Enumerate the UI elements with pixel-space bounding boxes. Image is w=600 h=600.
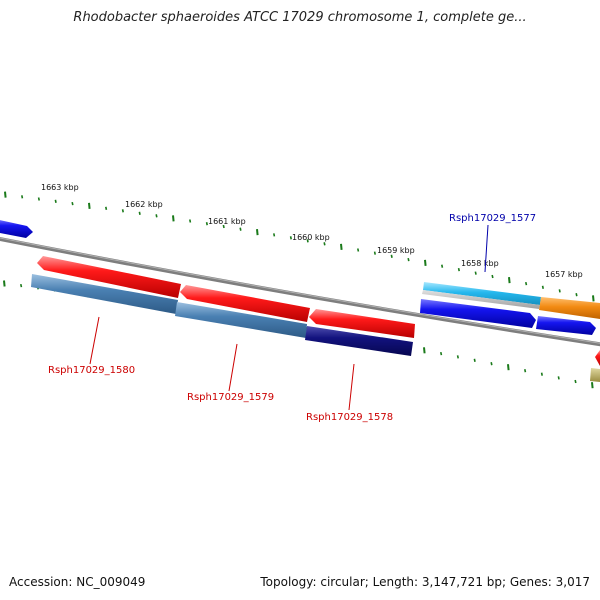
ruler-tick-minor — [456, 355, 459, 359]
callout-line-1577 — [484, 224, 489, 273]
ruler-tick-minor — [441, 264, 444, 268]
ruler-tick-minor — [205, 222, 208, 226]
ruler-tick-minor — [575, 293, 578, 297]
ruler-tick-major — [3, 280, 6, 287]
accession-text: Accession: NC_009049 — [9, 575, 146, 589]
chromosome-backbone-highlight — [0, 237, 600, 344]
gene-arrow-blue-2[interactable] — [536, 316, 596, 335]
ruler-tick-minor — [457, 267, 460, 272]
ruler-tick-minor — [473, 358, 476, 362]
ruler-tick-major — [4, 191, 7, 198]
gene-label-rsph17029-1577[interactable]: Rsph17029_1577 — [449, 213, 536, 224]
ruler-tick-major — [591, 382, 594, 389]
ruler-tick-minor — [273, 233, 276, 237]
ruler-tick-minor — [323, 242, 326, 246]
gene-bar-rsph17029-1578[interactable] — [305, 326, 413, 356]
ruler-label-1658: 1658 kbp — [461, 259, 499, 268]
ruler-tick-minor — [558, 289, 561, 293]
ruler-label-1659: 1659 kbp — [377, 246, 415, 255]
gene-arrow-left-edge[interactable] — [0, 219, 33, 238]
ruler-tick-minor — [37, 197, 40, 201]
ruler-tick-major — [172, 215, 175, 222]
ruler-tick-minor — [138, 211, 141, 215]
ruler-tick-major — [507, 364, 510, 371]
ruler-tick-minor — [491, 274, 494, 279]
callout-line-1578 — [348, 363, 355, 411]
gene-arrow-red-edge[interactable] — [595, 350, 600, 366]
ruler-tick-minor — [357, 248, 360, 252]
ruler-tick-minor — [541, 285, 544, 289]
chromosome-backbone — [0, 236, 600, 347]
gene-bar-rsph17029-1577[interactable] — [423, 282, 541, 305]
ruler-label-1662: 1662 kbp — [125, 200, 163, 209]
ruler-tick-minor — [71, 201, 74, 206]
gene-arrow-red-2[interactable] — [180, 285, 310, 322]
ruler-tick-minor — [54, 199, 57, 203]
ruler-tick-major — [592, 295, 595, 302]
ruler-tick-minor — [390, 254, 393, 258]
ruler-tick-minor — [557, 376, 560, 380]
gene-label-rsph17029-1579[interactable]: Rsph17029_1579 — [187, 392, 274, 403]
ruler-tick-minor — [306, 239, 309, 243]
gene-bar-olive-edge[interactable] — [590, 368, 600, 382]
gene-arrow-red-1[interactable] — [37, 256, 181, 298]
ruler-tick-minor — [20, 283, 23, 288]
gene-bar-rsph17029-1579[interactable] — [175, 302, 307, 338]
ruler-tick-minor — [105, 206, 108, 210]
ruler-tick-major — [256, 229, 259, 236]
genome-summary-text: Topology: circular; Length: 3,147,721 bp… — [260, 575, 590, 589]
ruler-tick-minor — [121, 209, 124, 213]
gene-arrow-blue-1[interactable] — [420, 299, 536, 328]
ruler-label-1663: 1663 kbp — [41, 183, 79, 192]
ruler-tick-minor — [407, 257, 410, 262]
gene-bar-orange[interactable] — [539, 297, 600, 319]
ruler-label-1657: 1657 kbp — [545, 270, 583, 279]
ruler-label-1661: 1661 kbp — [208, 217, 246, 226]
gene-bar-rsph17029-1580[interactable] — [31, 274, 178, 314]
ruler-tick-minor — [189, 219, 192, 223]
ruler-ticks-outer — [4, 191, 595, 302]
gene-arrow-red-3[interactable] — [309, 309, 415, 338]
ruler-label-1660: 1660 kbp — [292, 233, 330, 242]
gene-bar-gray[interactable] — [422, 290, 540, 309]
ruler-tick-major — [340, 243, 343, 250]
ruler-tick-minor — [155, 214, 158, 218]
ruler-tick-minor — [525, 281, 528, 286]
ruler-tick-minor — [289, 236, 292, 240]
ruler-tick-minor — [373, 251, 376, 255]
ruler-tick-major — [423, 347, 426, 354]
ruler-tick-minor — [440, 351, 443, 356]
gene-label-rsph17029-1578[interactable]: Rsph17029_1578 — [306, 412, 393, 423]
ruler-tick-minor — [21, 195, 24, 199]
ruler-tick-major — [508, 277, 511, 284]
ruler-tick-minor — [490, 362, 493, 366]
gene-label-rsph17029-1580[interactable]: Rsph17029_1580 — [48, 365, 135, 376]
ruler-tick-minor — [474, 271, 477, 275]
ruler-tick-minor — [222, 224, 225, 229]
map-title: Rhodobacter sphaeroides ATCC 17029 chrom… — [73, 10, 527, 25]
ruler-tick-minor — [239, 227, 242, 231]
ruler-tick-major — [88, 202, 91, 209]
callout-line-1580 — [89, 316, 100, 365]
ruler-tick-major — [424, 259, 427, 266]
callout-line-1579 — [228, 343, 238, 392]
ruler-tick-minor — [540, 372, 543, 376]
ruler-tick-minor — [574, 379, 577, 384]
ruler-tick-minor — [524, 369, 527, 373]
